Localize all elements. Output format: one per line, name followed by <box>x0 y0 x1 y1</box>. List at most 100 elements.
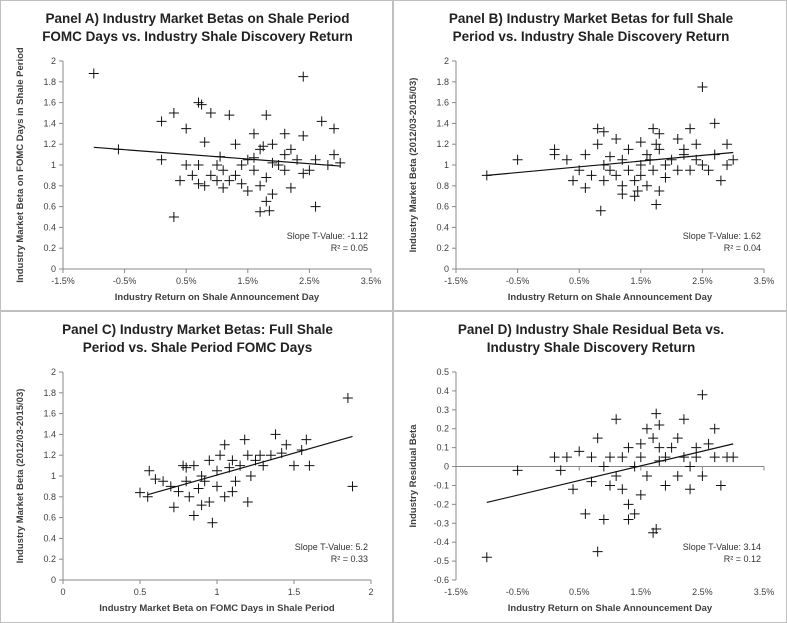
x-tick-label: 1.5% <box>238 276 259 286</box>
y-tick-label: 1.8 <box>43 388 56 398</box>
data-point <box>549 149 560 160</box>
data-point <box>267 189 278 200</box>
data-point <box>175 175 186 186</box>
data-point <box>651 139 662 150</box>
x-tick-label: 2.5% <box>299 276 320 286</box>
data-point <box>611 414 622 425</box>
panel-a-svg: Panel A) Industry Market Betas on Shale … <box>15 11 381 303</box>
y-tick-label: 0.2 <box>43 554 56 564</box>
data-point <box>629 508 640 519</box>
data-point <box>617 484 628 495</box>
data-point <box>347 481 358 492</box>
data-point <box>230 139 241 150</box>
data-point <box>672 433 683 444</box>
r-squared: R² = 0.05 <box>331 243 368 253</box>
data-point <box>261 196 272 207</box>
data-point <box>629 175 640 186</box>
data-point <box>212 175 222 186</box>
y-tick-label: 0.4 <box>43 533 56 543</box>
panel-c-svg: Panel C) Industry Market Betas: Full Sha… <box>15 322 374 614</box>
data-point <box>632 186 643 196</box>
data-point <box>660 480 671 491</box>
x-axis-label: Industry Return on Shale Announcement Da… <box>115 292 320 303</box>
data-point <box>605 452 615 463</box>
y-tick-label: 0.4 <box>43 222 56 232</box>
data-point <box>685 123 696 134</box>
data-point <box>205 108 216 118</box>
data-point <box>168 108 179 118</box>
data-point <box>651 199 662 210</box>
data-point <box>224 175 235 186</box>
y-tick-label: 1.2 <box>43 139 56 149</box>
data-point <box>611 170 622 181</box>
data-point <box>697 389 708 400</box>
data-point <box>654 144 665 155</box>
data-point <box>641 180 652 191</box>
x-tick-label: 0.5% <box>569 276 590 286</box>
data-point <box>678 149 689 160</box>
data-point <box>207 517 218 528</box>
y-tick-label: 1.2 <box>436 139 449 149</box>
data-point <box>248 165 259 176</box>
data-point <box>279 128 290 139</box>
y-tick-label: 0.4 <box>436 222 449 232</box>
data-point <box>181 123 192 134</box>
data-point <box>199 137 210 148</box>
x-tick-label: 1.5% <box>631 587 652 597</box>
data-point <box>654 442 665 453</box>
data-point <box>219 439 230 450</box>
data-point <box>678 452 689 463</box>
data-point <box>641 471 652 481</box>
r-squared: R² = 0.33 <box>331 554 368 564</box>
x-tick-label: 1 <box>214 587 219 597</box>
data-point <box>181 462 192 473</box>
data-point <box>685 461 696 472</box>
data-point <box>218 182 229 193</box>
data-point <box>199 476 210 487</box>
x-tick-label: -1.5% <box>444 587 468 597</box>
chart-title-line: FOMC Days vs. Industry Shale Discovery R… <box>42 29 353 44</box>
data-point <box>598 175 609 186</box>
data-point <box>310 154 321 165</box>
data-point <box>623 499 634 510</box>
data-point <box>605 480 615 491</box>
data-point <box>187 170 198 181</box>
data-point <box>261 110 272 121</box>
data-point <box>703 165 714 176</box>
data-point <box>342 393 353 403</box>
panel-b: Panel B) Industry Market Betas for full … <box>393 0 787 311</box>
data-point <box>218 165 229 176</box>
y-axis-label: Industry Market Beta on FOMC Days in Sha… <box>15 47 26 283</box>
data-point <box>142 491 153 502</box>
data-point <box>561 452 572 463</box>
data-point <box>267 139 278 150</box>
data-point <box>635 170 646 181</box>
data-point <box>181 160 192 170</box>
data-point <box>728 154 739 165</box>
panel-c: Panel C) Industry Market Betas: Full Sha… <box>0 311 393 623</box>
r-squared: R² = 0.12 <box>724 554 761 564</box>
y-axis-label: Industry Market Beta (2012/03-2015/03) <box>408 78 419 253</box>
y-tick-label: 1 <box>444 160 449 170</box>
data-point <box>635 137 646 148</box>
data-point <box>691 442 702 453</box>
x-tick-label: 0.5 <box>134 587 147 597</box>
data-point <box>265 450 276 461</box>
data-point <box>158 476 169 487</box>
data-point <box>672 134 683 144</box>
data-point <box>481 552 492 563</box>
data-point <box>230 170 241 181</box>
data-point <box>651 523 662 534</box>
y-tick-label: 1.4 <box>43 429 56 439</box>
y-tick-label: -0.2 <box>433 499 449 509</box>
chart-title-line: Panel A) Industry Market Betas on Shale … <box>45 11 349 26</box>
data-point <box>196 99 207 110</box>
y-axis-label: Industry Residual Beta <box>408 424 419 528</box>
data-point <box>598 461 609 472</box>
x-tick-label: 0.5% <box>176 276 197 286</box>
y-tick-label: -0.3 <box>433 518 449 528</box>
data-point <box>697 471 708 481</box>
data-point <box>248 152 259 163</box>
data-point <box>285 182 296 193</box>
data-point <box>279 149 290 160</box>
